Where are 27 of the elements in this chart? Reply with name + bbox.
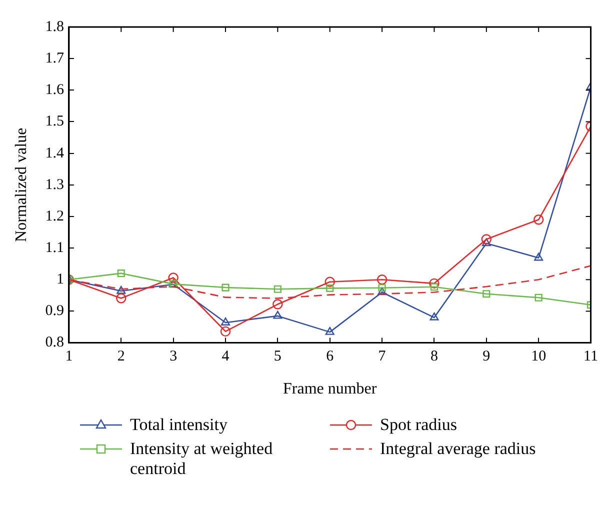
y-tick-label: 1.3 — [45, 176, 64, 193]
y-tick-label: 1.6 — [45, 82, 64, 98]
x-tick-label: 8 — [430, 348, 438, 365]
x-tick-label: 3 — [170, 348, 178, 365]
x-tick-label: 7 — [378, 348, 386, 365]
legend-label: Spot radius — [380, 415, 458, 435]
y-tick-label: 1.5 — [45, 114, 64, 130]
y-tick-label: 0.8 — [45, 334, 64, 351]
y-tick-label: 1.1 — [45, 240, 64, 256]
x-axis-title: Frame number — [282, 380, 378, 398]
x-tick-label: 6 — [326, 348, 334, 365]
x-tick-label: 5 — [274, 348, 282, 365]
y-tick-label: 0.9 — [45, 303, 64, 320]
y-tick-label: 1.4 — [45, 145, 64, 162]
legend-label: Intensity at weighted centroid — [130, 439, 274, 479]
x-tick-label: 11 — [584, 348, 598, 365]
x-tick-label: 10 — [531, 348, 546, 365]
legend-label: Integral average radius — [380, 439, 537, 459]
y-tick-label: 1.2 — [45, 208, 64, 224]
legend-label: Total intensity — [130, 415, 228, 435]
y-tick-label: 1.7 — [45, 50, 64, 67]
y-tick-label: 1.8 — [45, 18, 64, 35]
y-axis-title: Normalized value — [12, 128, 30, 242]
y-tick-label: 1 — [56, 272, 64, 288]
x-tick-label: 2 — [117, 348, 125, 365]
x-tick-label: 9 — [482, 348, 490, 365]
x-tick-label: 4 — [222, 348, 230, 365]
